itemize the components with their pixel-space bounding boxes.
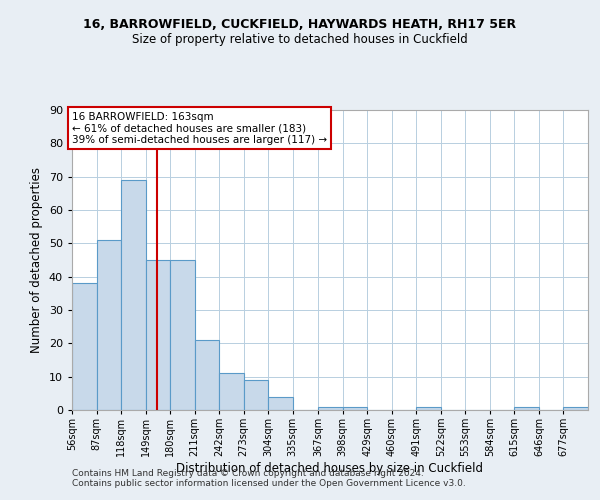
Bar <box>72 284 97 410</box>
Bar <box>194 340 219 410</box>
Bar <box>268 396 293 410</box>
Text: 16 BARROWFIELD: 163sqm
← 61% of detached houses are smaller (183)
39% of semi-de: 16 BARROWFIELD: 163sqm ← 61% of detached… <box>72 112 327 145</box>
Bar <box>563 406 588 410</box>
Bar <box>318 406 343 410</box>
Text: 16, BARROWFIELD, CUCKFIELD, HAYWARDS HEATH, RH17 5ER: 16, BARROWFIELD, CUCKFIELD, HAYWARDS HEA… <box>83 18 517 30</box>
Bar <box>97 240 121 410</box>
Bar <box>146 260 170 410</box>
Bar <box>219 374 244 410</box>
Bar <box>343 406 367 410</box>
Bar <box>514 406 539 410</box>
Bar <box>170 260 194 410</box>
Bar <box>121 180 146 410</box>
Text: Contains HM Land Registry data © Crown copyright and database right 2024.: Contains HM Land Registry data © Crown c… <box>72 468 424 477</box>
Bar <box>244 380 268 410</box>
Bar <box>416 406 441 410</box>
Text: Contains public sector information licensed under the Open Government Licence v3: Contains public sector information licen… <box>72 478 466 488</box>
Text: Size of property relative to detached houses in Cuckfield: Size of property relative to detached ho… <box>132 32 468 46</box>
X-axis label: Distribution of detached houses by size in Cuckfield: Distribution of detached houses by size … <box>176 462 484 475</box>
Y-axis label: Number of detached properties: Number of detached properties <box>30 167 43 353</box>
